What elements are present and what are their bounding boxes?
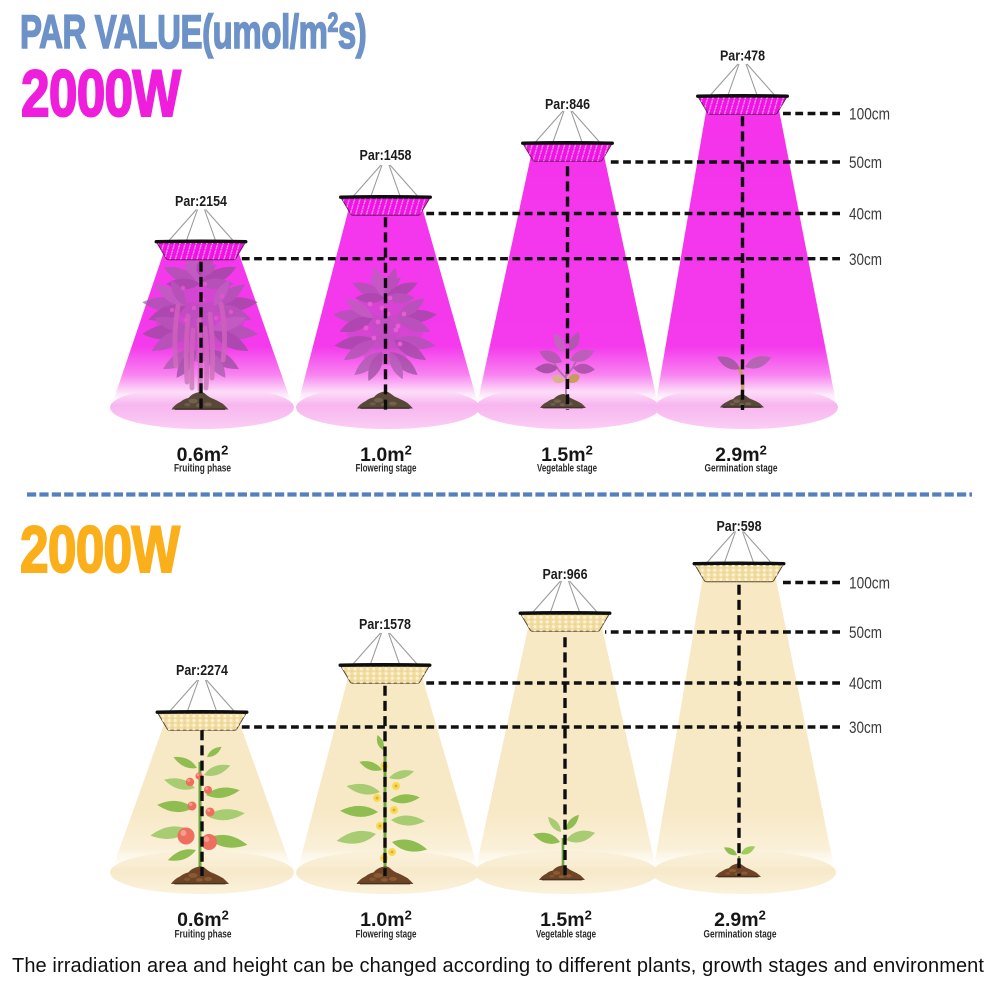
svg-text:100cm: 100cm: [849, 105, 890, 124]
svg-text:Par:1578: Par:1578: [359, 616, 411, 633]
svg-text:Vegetable stage: Vegetable stage: [537, 463, 597, 475]
svg-text:0.6m2: 0.6m2: [177, 908, 229, 932]
svg-text:Par:846: Par:846: [545, 96, 590, 113]
svg-text:Par:2154: Par:2154: [175, 193, 228, 210]
svg-text:Fruiting phase: Fruiting phase: [175, 929, 232, 941]
svg-text:100cm: 100cm: [849, 574, 890, 593]
svg-text:Flowering stage: Flowering stage: [356, 463, 417, 475]
svg-text:1.5m2: 1.5m2: [540, 908, 592, 932]
svg-text:Germination stage: Germination stage: [705, 463, 778, 475]
svg-text:50cm: 50cm: [849, 623, 882, 642]
svg-text:Par:478: Par:478: [720, 48, 765, 65]
svg-text:40cm: 40cm: [849, 205, 882, 224]
svg-text:0.6m2: 0.6m2: [177, 443, 229, 467]
svg-text:Germination stage: Germination stage: [704, 929, 777, 941]
svg-text:1.5m2: 1.5m2: [541, 443, 593, 467]
svg-text:Fruiting phase: Fruiting phase: [174, 463, 231, 475]
svg-text:Par:598: Par:598: [717, 518, 762, 535]
svg-text:40cm: 40cm: [849, 674, 882, 693]
svg-text:Par:966: Par:966: [543, 566, 588, 583]
svg-text:Vegetable stage: Vegetable stage: [536, 929, 596, 941]
svg-text:Flowering stage: Flowering stage: [356, 929, 417, 941]
svg-text:Par:1458: Par:1458: [360, 147, 412, 164]
svg-text:2.9m2: 2.9m2: [714, 908, 766, 932]
svg-text:Par:2274: Par:2274: [176, 662, 229, 679]
svg-text:30cm: 30cm: [849, 718, 882, 737]
svg-text:30cm: 30cm: [849, 250, 882, 269]
svg-text:1.0m2: 1.0m2: [360, 443, 412, 467]
svg-text:2.9m2: 2.9m2: [715, 443, 767, 467]
svg-text:50cm: 50cm: [849, 153, 882, 172]
svg-text:1.0m2: 1.0m2: [360, 908, 412, 932]
